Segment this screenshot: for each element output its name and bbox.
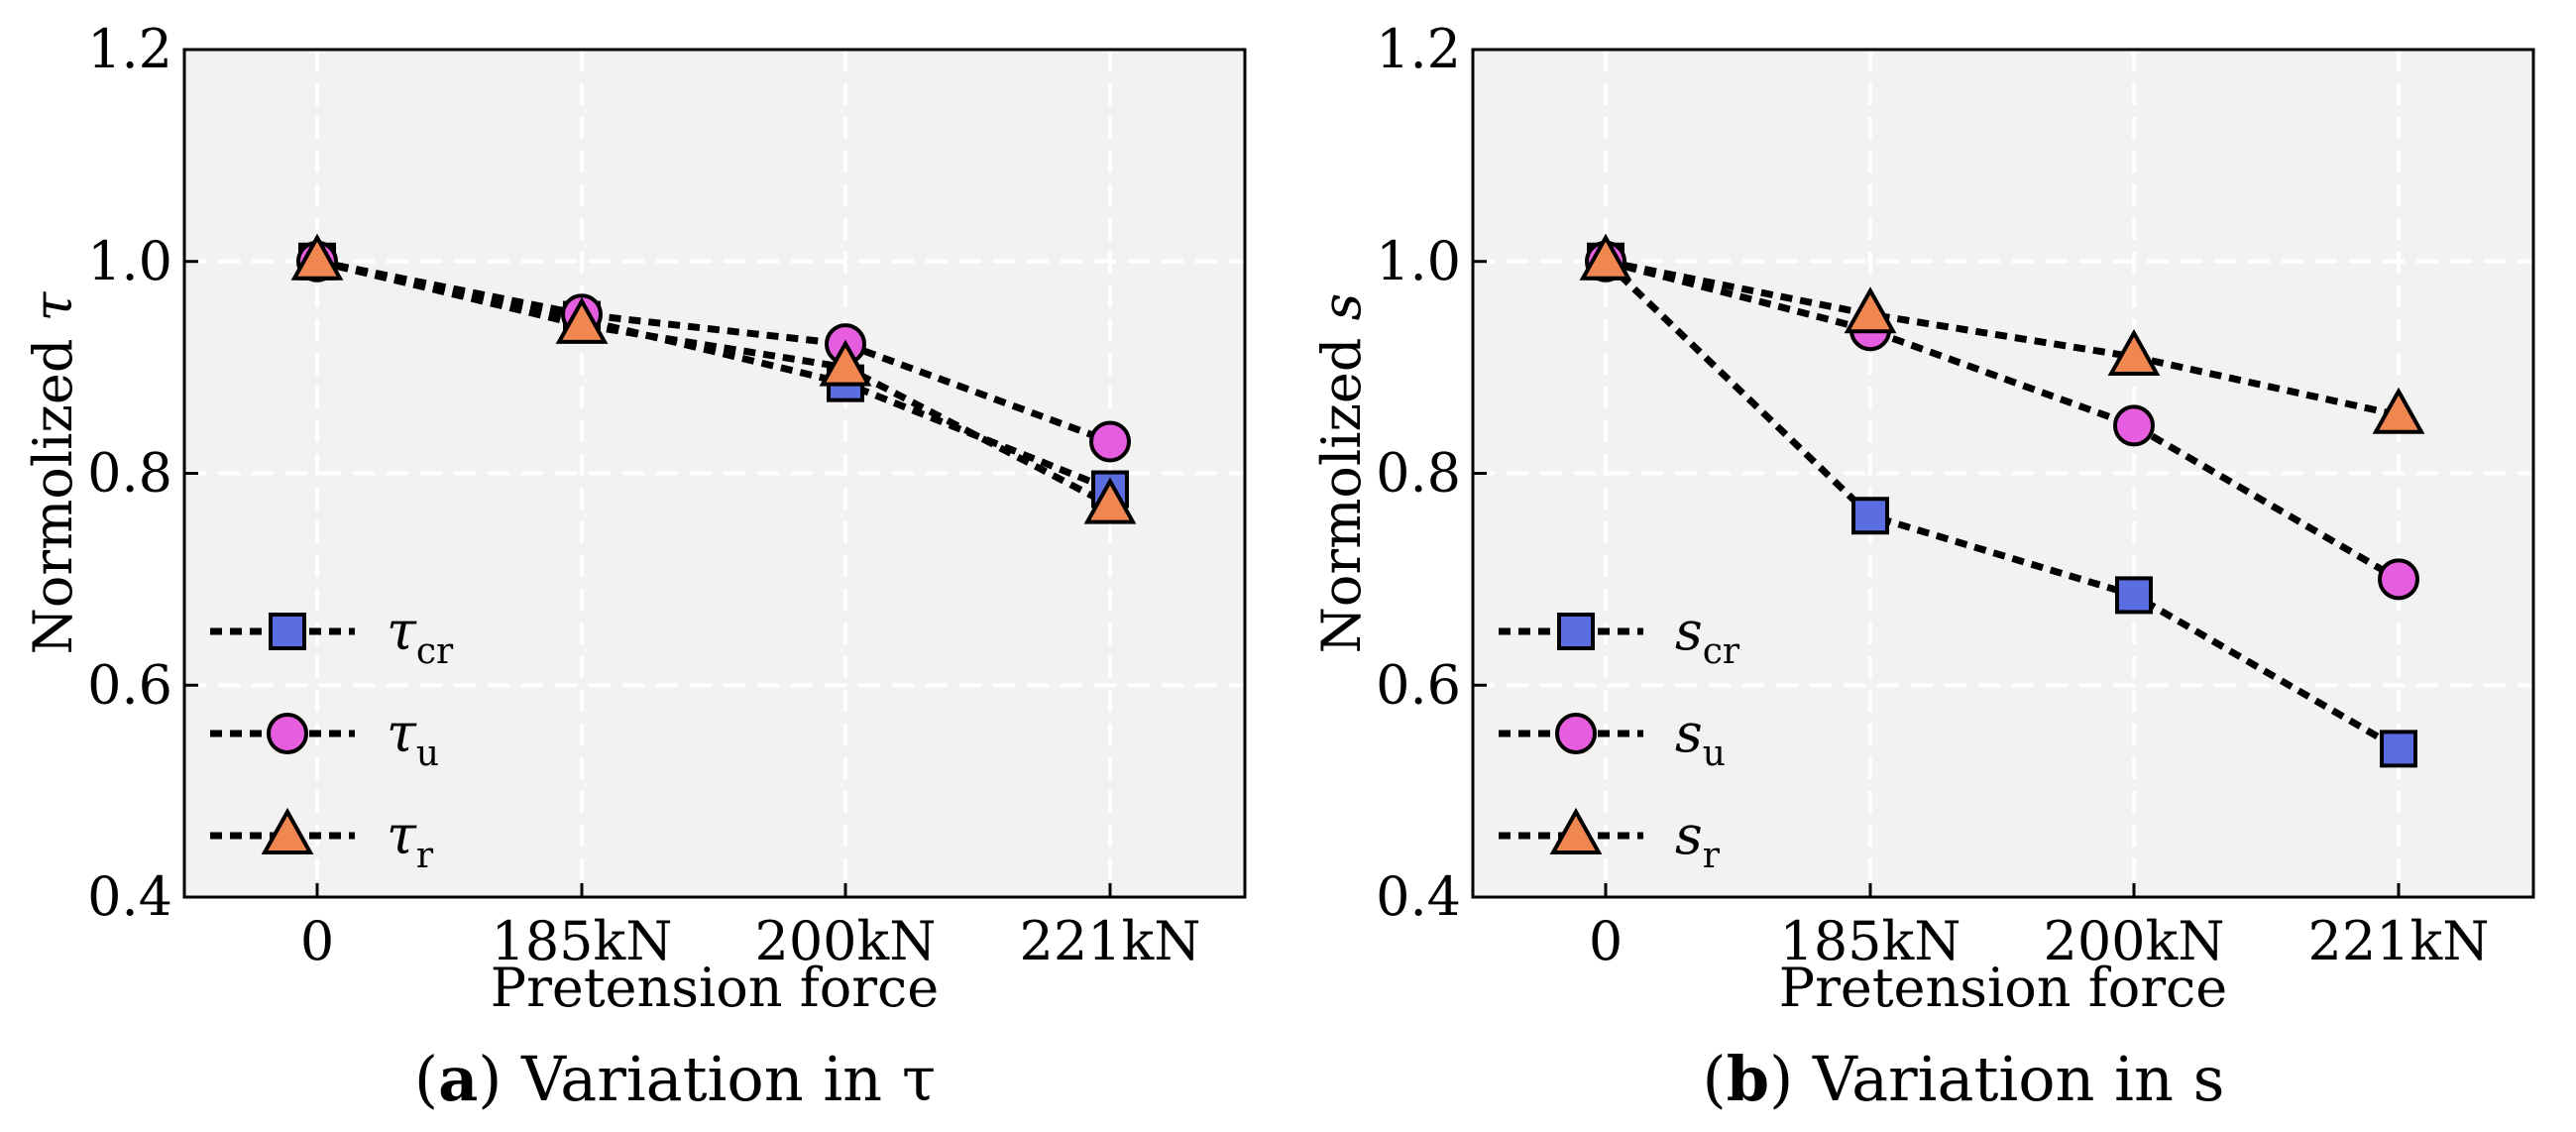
y-tick-label: 1.0 (87, 230, 172, 292)
y-tick-label: 0.4 (87, 865, 172, 928)
y-tick-label: 0.4 (1376, 865, 1461, 928)
x-tick-label: 200kN (2043, 910, 2224, 972)
series-r (1605, 258, 2400, 419)
data-point-cr (2380, 730, 2417, 768)
series-line-u (316, 258, 1112, 445)
legend-marker-cr (1557, 613, 1595, 650)
legend-label: τu (387, 702, 439, 774)
series-line-cr (1603, 259, 2401, 752)
y-tick-label: 0.8 (87, 442, 172, 505)
chart-panel-b: 0.4 0.6 0.8 1.0 1.2 0 185kN 200kN 221kN Pretensio… (1310, 18, 2535, 1115)
x-tick-label: 200kN (754, 910, 936, 972)
series-cr (316, 258, 1112, 493)
data-point-r (1579, 233, 1632, 281)
x-tick-label: 0 (300, 910, 334, 972)
legend-item-u: su (1499, 702, 1726, 774)
legend-item-u: τu (210, 702, 439, 774)
legend-item-cr: scr (1499, 600, 1740, 672)
series-cr (1603, 259, 2401, 752)
legend: scr su sr (1499, 600, 1740, 876)
series-line-cr (316, 258, 1112, 493)
series-line-r (1605, 258, 2400, 419)
plot-area (184, 50, 1245, 897)
series-r (316, 258, 1112, 509)
panel-caption: (a) Variation in τ (414, 1043, 936, 1115)
series-points-r (290, 233, 1137, 524)
plot-area (1473, 50, 2533, 897)
data-point-r (290, 233, 344, 281)
x-tick-label: 185kN (1779, 910, 1960, 972)
legend-marker-u (1555, 713, 1597, 754)
y-tick-label: 0.8 (1376, 442, 1461, 505)
legend-label: su (1675, 702, 1726, 774)
legend-marker-r (1549, 807, 1603, 854)
data-point-cr (1851, 497, 1889, 535)
legend-item-cr: τcr (210, 600, 454, 672)
legend-marker-r (261, 807, 314, 854)
legend-marker-cr (269, 613, 306, 650)
chart-panel-a: 0.4 0.6 0.8 1.0 1.2 0 185kN 200kN 221kN Pretensio… (22, 18, 1247, 1115)
y-tick-label: 1.2 (87, 18, 172, 80)
data-point-r (1844, 286, 1897, 334)
y-tick-label: 0.6 (1376, 653, 1461, 716)
data-point-u (2113, 404, 2155, 447)
series-points-r (1579, 233, 2425, 434)
series-line-r (316, 258, 1112, 509)
y-axis-label: Normolized s (1310, 293, 1373, 654)
data-point-r (819, 339, 872, 387)
y-axis-label: Normolized τ (22, 290, 84, 654)
data-point-r (1083, 477, 1137, 524)
legend-label: τcr (387, 600, 454, 672)
data-point-u (2378, 558, 2419, 601)
grid (1473, 50, 2533, 897)
legend-label: sr (1675, 804, 1721, 876)
legend-marker-u (267, 713, 308, 754)
data-point-r (2107, 328, 2161, 376)
legend: τcr τu τr (210, 600, 454, 876)
data-point-r (2372, 387, 2425, 434)
series-u (316, 258, 1112, 445)
legend-item-r: τr (210, 804, 434, 876)
legend-label: τr (387, 804, 434, 876)
y-tick-label: 0.6 (87, 653, 172, 716)
data-point-cr (2115, 576, 2153, 615)
x-tick-label: 221kN (1019, 910, 1200, 972)
x-tick-label: 221kN (2307, 910, 2489, 972)
x-axis-label: Pretension force (1779, 957, 2228, 1019)
legend-label: scr (1675, 600, 1740, 672)
x-tick-label: 185kN (491, 910, 672, 972)
x-tick-label: 0 (1589, 910, 1623, 972)
x-axis-label: Pretension force (491, 957, 940, 1019)
legend-item-r: sr (1499, 804, 1721, 876)
data-point-r (555, 296, 609, 344)
data-point-u (1089, 420, 1131, 463)
panel-caption: (b) Variation in s (1703, 1043, 2225, 1115)
y-tick-label: 1.2 (1376, 18, 1461, 80)
y-tick-label: 1.0 (1376, 230, 1461, 292)
